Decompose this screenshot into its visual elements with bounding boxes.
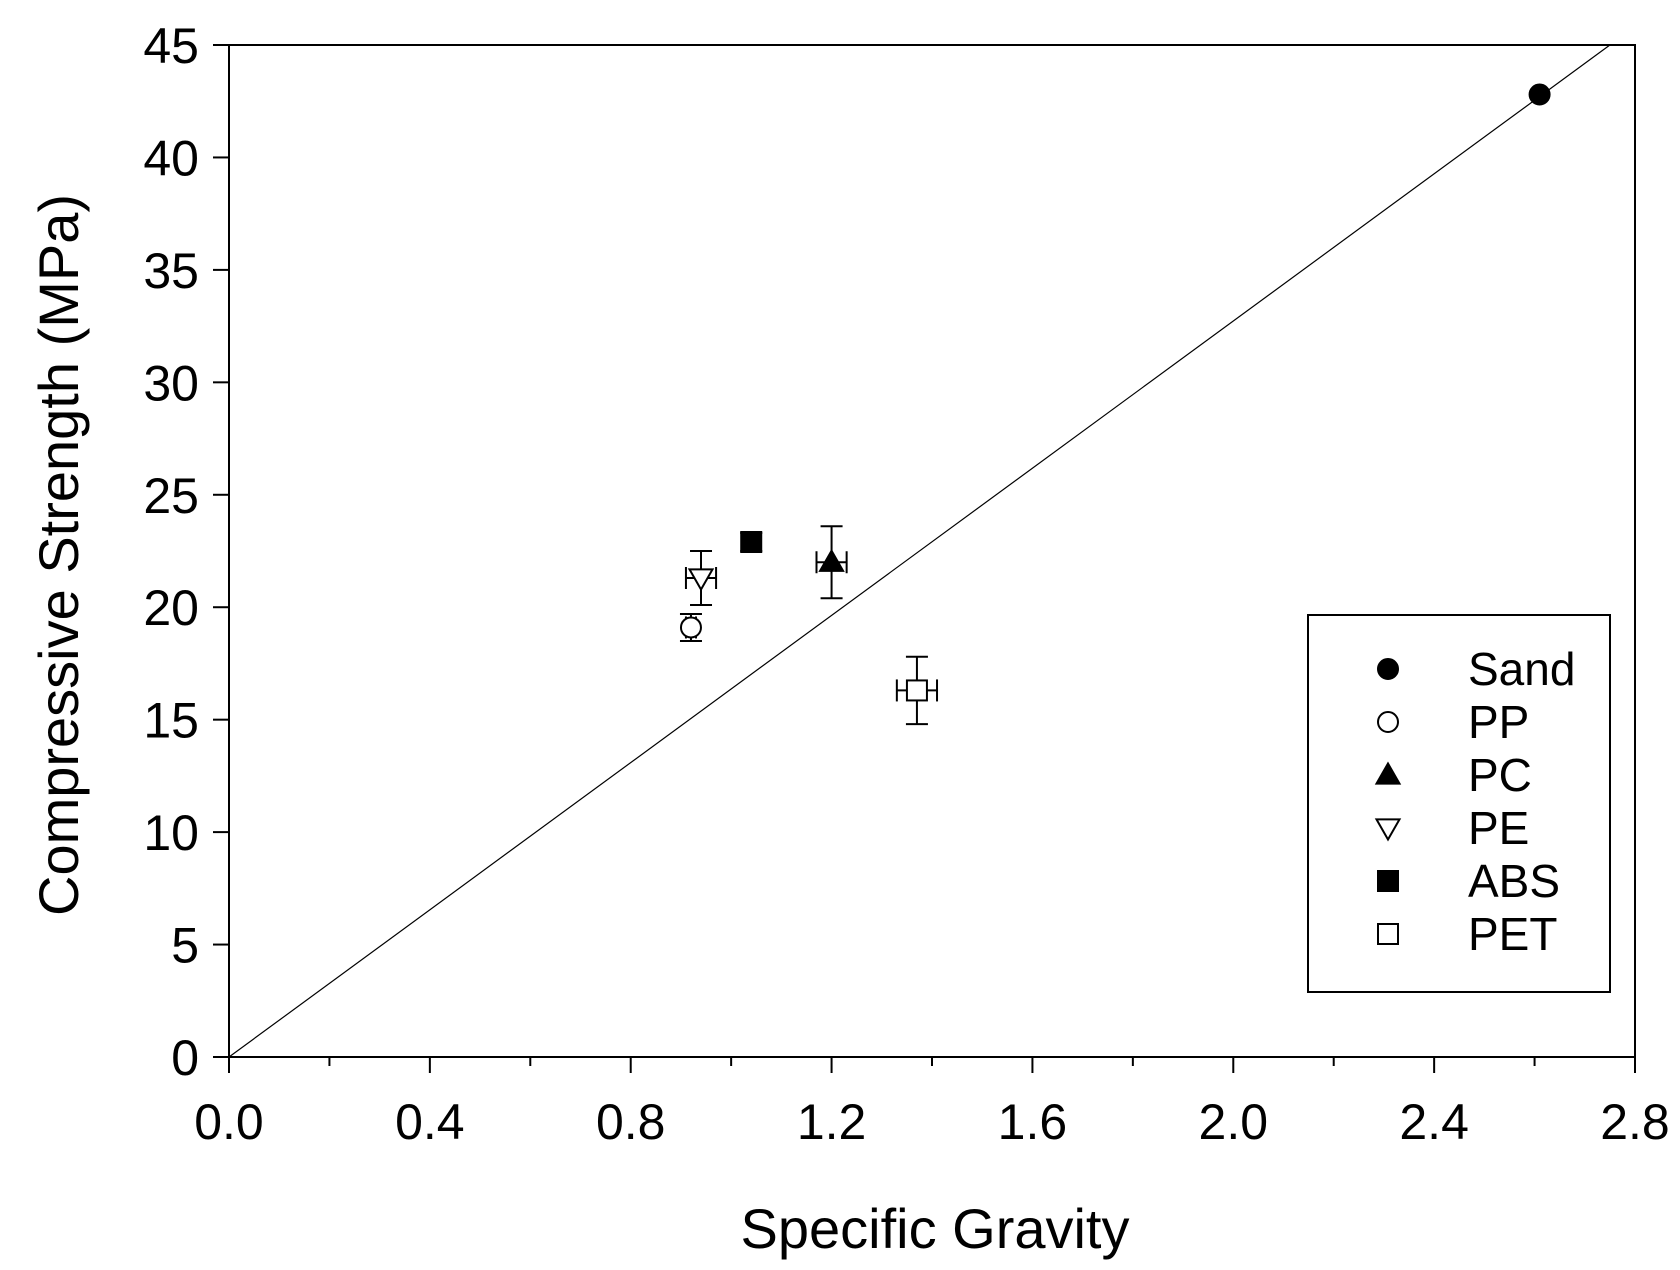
y-tick-label: 30 — [143, 355, 199, 411]
y-tick-label: 35 — [143, 243, 199, 299]
legend-marker-pc — [1374, 761, 1402, 785]
x-tick-label: 0.8 — [596, 1094, 666, 1150]
marker-pet — [905, 679, 928, 702]
legend-marker-pe — [1374, 818, 1402, 842]
x-tick-label: 2.0 — [1199, 1094, 1269, 1150]
data-point-pp — [679, 612, 702, 642]
x-tick-label: 1.6 — [998, 1094, 1068, 1150]
y-tick-labels: 0 5 10 15 20 25 30 35 40 45 — [143, 18, 199, 1086]
legend-label-pet: PET — [1468, 908, 1557, 960]
plot-area — [213, 44, 1636, 1073]
legend-label-sand: Sand — [1468, 643, 1575, 695]
y-tick-label: 15 — [143, 693, 199, 749]
marker-abs — [740, 531, 763, 554]
reference-line — [228, 44, 1611, 1058]
y-tick-label: 45 — [143, 18, 199, 74]
y-tick-label: 5 — [171, 918, 199, 974]
y-axis-title: Compressive Strength (MPa) — [27, 194, 90, 916]
x-tick-label: 0.4 — [395, 1094, 465, 1150]
data-point-abs — [740, 531, 763, 554]
legend-label-pc: PC — [1468, 749, 1532, 801]
data-point-pe — [684, 550, 718, 606]
data-point-pet — [895, 655, 939, 726]
x-tick-labels: 0.0 0.4 0.8 1.2 1.6 2.0 2.4 2.8 — [194, 1094, 1670, 1150]
x-tick-label: 1.2 — [797, 1094, 867, 1150]
y-tick-label: 10 — [143, 805, 199, 861]
y-tick-label: 20 — [143, 580, 199, 636]
legend-marker-abs — [1377, 870, 1399, 892]
legend-label-pe: PE — [1468, 802, 1529, 854]
legend-label-pp: PP — [1468, 696, 1529, 748]
x-axis-title: Specific Gravity — [741, 1197, 1130, 1260]
legend-box — [1307, 614, 1611, 993]
x-tick-label: 0.0 — [194, 1094, 264, 1150]
y-tick-label: 25 — [143, 468, 199, 524]
x-tick-label: 2.4 — [1399, 1094, 1469, 1150]
marker-sand — [1528, 83, 1551, 106]
legend-marker-pp — [1377, 711, 1399, 733]
marker-pc — [818, 548, 845, 572]
marker-pp — [679, 616, 702, 639]
y-tick-label: 40 — [143, 130, 199, 186]
legend-marker-pet — [1377, 923, 1399, 945]
x-tick-label: 2.8 — [1600, 1094, 1670, 1150]
marker-pe — [687, 568, 715, 592]
y-tick-label: 0 — [171, 1030, 199, 1086]
data-point-pc — [815, 525, 848, 600]
legend-marker-sand — [1377, 658, 1399, 680]
data-point-sand — [1528, 83, 1551, 106]
legend-label-abs: ABS — [1468, 855, 1560, 907]
